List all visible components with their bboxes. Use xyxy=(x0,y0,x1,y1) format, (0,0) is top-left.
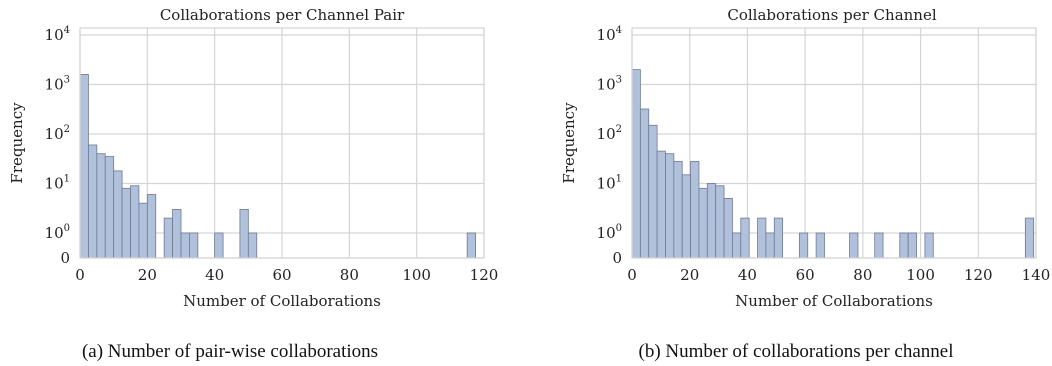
y-tick-label: 0 xyxy=(612,249,622,267)
histogram-bar xyxy=(732,232,742,259)
x-tick-label: 120 xyxy=(964,266,993,284)
y-tick-label: 102 xyxy=(45,124,70,143)
x-tick-label: 60 xyxy=(272,266,291,284)
chart-title: Collaborations per Channel xyxy=(727,6,936,24)
x-tick-label: 100 xyxy=(402,266,431,284)
x-tick-label: 20 xyxy=(138,266,157,284)
plot-frame xyxy=(79,27,485,259)
histogram-bar xyxy=(214,232,224,259)
histogram-bar xyxy=(815,232,825,259)
y-axis-label: Frequency xyxy=(560,102,578,184)
histogram-bar xyxy=(899,232,909,259)
histogram-bar xyxy=(189,232,199,259)
histogram-bar xyxy=(656,150,666,259)
histogram-bar xyxy=(1024,217,1035,259)
y-tick-label: 100 xyxy=(597,223,622,242)
y-tick-label: 0 xyxy=(60,249,70,267)
histogram-bar xyxy=(648,124,658,259)
x-axis-label: Number of Collaborations xyxy=(183,292,381,310)
histogram-bar xyxy=(681,174,691,259)
plot-frame xyxy=(631,27,1037,259)
y-tick-label: 103 xyxy=(597,75,622,94)
histogram-bar xyxy=(172,208,182,259)
y-axis-label: Frequency xyxy=(8,102,26,184)
histogram-bar xyxy=(698,187,708,259)
y-tick-label: 102 xyxy=(597,124,622,143)
histogram-bar xyxy=(88,144,98,259)
figure-caption: (b) Number of collaborations per channel xyxy=(639,341,954,362)
histogram-bar xyxy=(665,153,675,259)
histogram-bar xyxy=(924,232,934,259)
histogram-bar xyxy=(130,185,140,259)
histogram-bar xyxy=(96,153,106,259)
histogram-bar xyxy=(907,232,917,259)
histogram-bar xyxy=(631,69,641,259)
histogram-bar xyxy=(239,208,249,259)
x-tick-label: 80 xyxy=(340,266,359,284)
histogram-bar xyxy=(121,187,131,259)
histogram-bar xyxy=(163,217,173,259)
histogram-bar xyxy=(773,217,784,259)
histogram-bar xyxy=(715,185,725,259)
histogram-bar xyxy=(723,198,733,259)
chart-title: Collaborations per Channel Pair xyxy=(160,6,405,24)
y-tick-label: 104 xyxy=(45,25,70,44)
histogram-bar xyxy=(874,232,884,259)
histogram-bar xyxy=(673,160,683,259)
histogram-bar xyxy=(146,194,157,259)
chart-panel-channel: 0 20 40 60 80 100 120 140 0 100 101 102 103 104 Collab… xyxy=(560,6,1050,362)
histogram-bar xyxy=(104,156,115,259)
histogram-bar xyxy=(639,108,650,259)
x-tick-label: 0 xyxy=(627,266,637,284)
y-tick-label: 104 xyxy=(597,25,622,44)
y-tick-label: 103 xyxy=(45,75,70,94)
x-tick-label: 40 xyxy=(738,266,757,284)
x-tick-label: 20 xyxy=(680,266,699,284)
histogram-bar xyxy=(180,232,190,259)
histogram-bar xyxy=(706,183,717,259)
histogram-bar xyxy=(113,170,123,259)
histogram-bar xyxy=(757,217,767,259)
histogram-bar xyxy=(849,232,859,259)
chart-panel-pair: 0 20 40 60 80 100 120 0 100 101 102 103 104 Collabora… xyxy=(8,6,498,362)
y-tick-label: 101 xyxy=(45,174,70,193)
x-tick-label: 140 xyxy=(1022,266,1051,284)
x-tick-label: 100 xyxy=(906,266,935,284)
x-tick-label: 60 xyxy=(796,266,815,284)
figure-caption: (a) Number of pair-wise collaborations xyxy=(82,341,378,362)
x-tick-label: 120 xyxy=(470,266,499,284)
y-tick-label: 100 xyxy=(45,223,70,242)
histogram-bar xyxy=(740,217,750,259)
x-tick-label: 0 xyxy=(75,266,85,284)
histogram-bar xyxy=(79,73,89,259)
x-axis-label: Number of Collaborations xyxy=(735,292,933,310)
histogram-bar xyxy=(765,232,775,259)
histogram-bar xyxy=(466,232,476,259)
histogram-bar xyxy=(798,232,809,259)
histogram-bar xyxy=(247,232,258,259)
histogram-bar xyxy=(690,160,700,259)
x-tick-label: 40 xyxy=(205,266,224,284)
histogram-bar xyxy=(138,202,148,259)
x-tick-label: 80 xyxy=(853,266,872,284)
y-tick-label: 101 xyxy=(597,174,622,193)
